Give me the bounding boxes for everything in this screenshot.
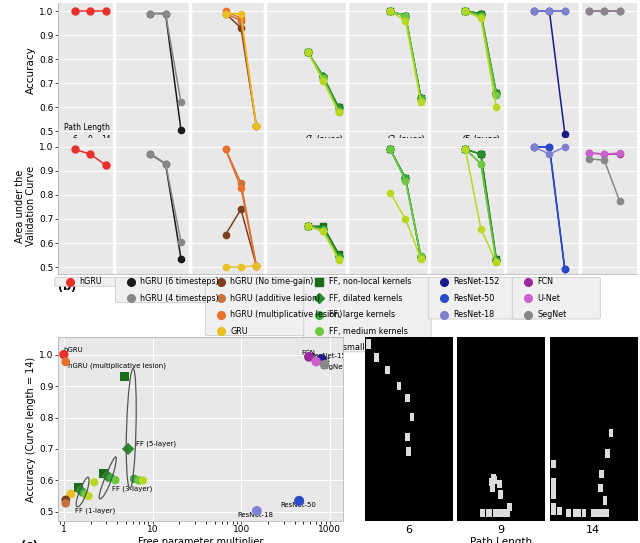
Text: Path Length: Path Length: [65, 123, 110, 132]
Point: [102, 472, 113, 481]
Text: ResNet-152: ResNet-152: [453, 277, 500, 286]
Point: [134, 476, 144, 485]
Point: [59, 350, 69, 359]
Point: [61, 499, 71, 508]
FancyBboxPatch shape: [304, 277, 431, 352]
Text: hGRU (multiplicative lesion): hGRU (multiplicative lesion): [230, 310, 342, 319]
Text: FF, small kernels: FF, small kernels: [329, 343, 396, 352]
Point: [80, 490, 90, 498]
Point: [73, 483, 83, 492]
Text: U-Net: U-Net: [311, 357, 331, 363]
Text: ResNet-152: ResNet-152: [310, 353, 351, 359]
Text: hGRU: hGRU: [79, 277, 102, 286]
X-axis label: Free parameter multiplier: Free parameter multiplier: [138, 537, 263, 543]
FancyBboxPatch shape: [512, 277, 600, 319]
Point: [138, 476, 148, 485]
Text: FF, non-local kernels: FF, non-local kernels: [329, 277, 411, 286]
Text: FF (5-layer): FF (5-layer): [136, 441, 176, 447]
FancyBboxPatch shape: [54, 277, 134, 286]
Text: hGRU (4 timesteps): hGRU (4 timesteps): [140, 294, 219, 303]
Point: [106, 473, 116, 482]
Text: hGRU (6 timesteps): hGRU (6 timesteps): [140, 277, 219, 286]
Text: (5-layer): (5-layer): [461, 135, 500, 144]
Point: [311, 357, 321, 366]
Text: (a): (a): [58, 147, 76, 156]
Point: [61, 496, 71, 504]
Text: FCN: FCN: [537, 277, 553, 286]
Text: FF, large kernels: FF, large kernels: [329, 310, 395, 319]
Text: FF (1-layer): FF (1-layer): [76, 507, 116, 514]
Text: 9: 9: [88, 135, 93, 144]
Point: [78, 488, 88, 497]
Y-axis label: Accuracy (Curve length = 14): Accuracy (Curve length = 14): [26, 357, 36, 502]
FancyBboxPatch shape: [428, 277, 532, 319]
X-axis label: 6: 6: [405, 526, 412, 535]
Text: (c): (c): [20, 540, 37, 543]
FancyBboxPatch shape: [115, 277, 243, 302]
Point: [61, 357, 71, 366]
Text: (1-layer): (1-layer): [304, 135, 342, 144]
Text: FF, dilated kernels: FF, dilated kernels: [329, 294, 402, 303]
Point: [76, 486, 86, 495]
Point: [119, 372, 129, 381]
Text: hGRU (additive lesion): hGRU (additive lesion): [230, 294, 321, 303]
Text: hGRU (multiplicative lesion): hGRU (multiplicative lesion): [68, 362, 166, 369]
Text: 6: 6: [72, 135, 77, 144]
Point: [123, 445, 133, 453]
Point: [110, 476, 120, 484]
Text: hGRU: hGRU: [64, 347, 84, 353]
FancyBboxPatch shape: [205, 277, 333, 336]
X-axis label: 9: 9: [497, 526, 504, 535]
Text: FCN: FCN: [301, 350, 316, 356]
X-axis label: 14: 14: [586, 526, 600, 535]
Point: [319, 361, 330, 369]
Point: [66, 490, 76, 498]
Text: ResNet-18: ResNet-18: [453, 310, 494, 319]
Point: [316, 355, 326, 364]
Y-axis label: Area under the
Validation Curve: Area under the Validation Curve: [15, 166, 36, 247]
Text: GRU: GRU: [230, 326, 248, 336]
Point: [89, 478, 99, 487]
Text: (b): (b): [58, 282, 76, 293]
Text: U-Net: U-Net: [537, 294, 560, 303]
Text: Path Length: Path Length: [470, 537, 532, 543]
Text: 14: 14: [100, 135, 110, 144]
Text: ResNet-50: ResNet-50: [281, 502, 317, 508]
Text: hGRU (No time-gain): hGRU (No time-gain): [230, 277, 314, 286]
Point: [99, 469, 109, 477]
Text: ResNet-18: ResNet-18: [237, 512, 273, 517]
Point: [83, 492, 93, 501]
Point: [294, 496, 304, 505]
Text: SegNet: SegNet: [321, 364, 346, 370]
Point: [304, 352, 314, 361]
Text: (3-layer): (3-layer): [386, 135, 425, 144]
Text: FF (3-layer): FF (3-layer): [112, 485, 152, 492]
Y-axis label: Accuracy: Accuracy: [26, 47, 36, 94]
Text: ResNet-50: ResNet-50: [453, 294, 495, 303]
Text: FF, medium kernels: FF, medium kernels: [329, 326, 408, 336]
Point: [129, 475, 140, 483]
Point: [252, 507, 262, 515]
Text: SegNet: SegNet: [537, 310, 566, 319]
